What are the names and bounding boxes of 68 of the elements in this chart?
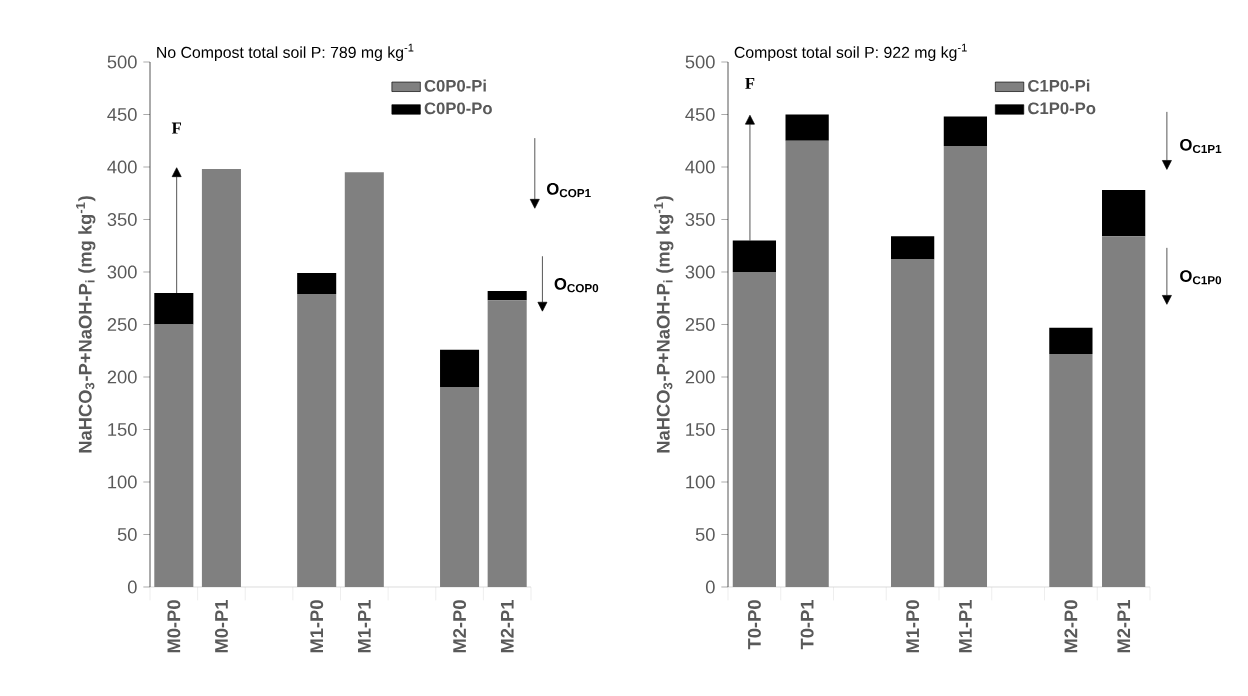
- y-tick-label: 250: [685, 318, 715, 331]
- y-tick-label: 0: [127, 580, 137, 594]
- text: O$_{COP0}$: [554, 278, 599, 293]
- legend-label: C0P0-Pi: [424, 79, 486, 92]
- y-tick-label: 450: [107, 108, 137, 121]
- y-tick-label: 350: [685, 213, 715, 226]
- x-tick-label: M2-P0: [453, 600, 467, 653]
- y-tick-label: 0: [705, 580, 715, 594]
- bar: [891, 236, 935, 260]
- text: O$_{C1P0}$: [1180, 270, 1222, 285]
- y-tick-label: 300: [107, 265, 137, 279]
- y-tick-label: 150: [686, 423, 715, 436]
- y-tick-label: 150: [108, 423, 137, 436]
- bar: [1102, 190, 1146, 237]
- y-tick-label: 250: [107, 318, 137, 331]
- bar: [487, 300, 527, 587]
- bar: [297, 273, 337, 295]
- y-tick-label: 100: [108, 475, 137, 489]
- y-tick-label: 500: [685, 55, 715, 69]
- y-tick-label: 400: [685, 160, 715, 174]
- x-tick-label: M1-P0: [310, 600, 324, 653]
- bar: [1102, 236, 1146, 587]
- bar: [1049, 353, 1093, 587]
- bar: [785, 114, 829, 141]
- chart-title: Compost total soil P: 922 mg kg$^{-1}$: [734, 43, 967, 62]
- text: O$_{C1P1}$: [1180, 138, 1222, 154]
- x-tick-label: M2-P0: [1064, 600, 1078, 653]
- x-tick-label: M2-P1: [1117, 600, 1131, 653]
- bar: [201, 169, 241, 587]
- x-tick-label: M2-P1: [500, 600, 514, 653]
- legend-label: C1P0-Po: [1028, 102, 1096, 115]
- bar: [154, 324, 194, 587]
- x-tick-label: T0-P1: [800, 600, 814, 650]
- chart-title: No Compost total soil P: 789 mg kg$^{-1}$: [157, 43, 414, 62]
- text: O$_{COP1}$: [547, 182, 591, 198]
- y-axis-title: NaHCO$_{3}$-P+NaOH-P$_{i}$ (mg kg$^{-1}$): [654, 196, 674, 453]
- y-tick-label: 200: [685, 370, 715, 384]
- annotation: F: [745, 77, 755, 89]
- x-tick-label: M0-P1: [214, 600, 228, 653]
- bar: [785, 140, 829, 587]
- bar: [487, 290, 527, 301]
- x-tick-label: M0-P0: [167, 600, 181, 653]
- bar: [943, 146, 988, 587]
- bar: [1049, 327, 1093, 354]
- y-tick-label: 100: [686, 475, 715, 489]
- y-tick-label: 350: [107, 213, 137, 226]
- bar: [732, 272, 777, 587]
- legend-label: C0P0-Po: [424, 102, 492, 115]
- bar: [344, 172, 384, 587]
- legend-label: C1P0-Pi: [1028, 79, 1090, 92]
- y-tick-label: 50: [695, 528, 715, 541]
- y-tick-label: 50: [117, 528, 137, 541]
- x-tick-label: M1-P1: [959, 600, 972, 653]
- y-tick-label: 200: [107, 370, 137, 384]
- x-tick-label: T0-P0: [747, 600, 761, 650]
- x-tick-label: M1-P0: [906, 600, 920, 653]
- bar: [440, 387, 480, 587]
- bar: [891, 259, 935, 587]
- y-tick-label: 300: [685, 265, 715, 279]
- y-axis-title: NaHCO$_{3}$-P+NaOH-P$_{i}$ (mg kg$^{-1}$): [76, 196, 96, 453]
- y-tick-label: 450: [685, 108, 715, 121]
- y-tick-label: 500: [107, 55, 137, 69]
- y-tick-label: 400: [107, 160, 137, 174]
- x-tick-label: M1-P1: [358, 600, 371, 653]
- bar: [440, 349, 480, 388]
- bar: [943, 116, 988, 146]
- bar: [297, 294, 337, 587]
- annotation: F: [171, 122, 181, 134]
